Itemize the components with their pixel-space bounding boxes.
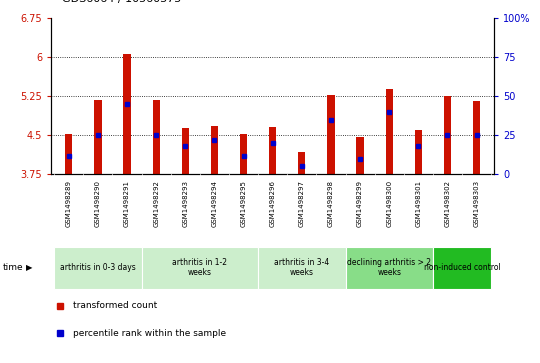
Text: GDS6064 / 10560375: GDS6064 / 10560375 bbox=[62, 0, 181, 4]
Text: GSM1498291: GSM1498291 bbox=[124, 180, 130, 227]
Bar bbox=[444, 96, 451, 174]
Text: arthritis in 0-3 days: arthritis in 0-3 days bbox=[60, 263, 136, 272]
Text: GSM1498302: GSM1498302 bbox=[444, 180, 450, 227]
Bar bbox=[433, 247, 491, 289]
Bar bbox=[240, 134, 247, 174]
Text: GSM1498296: GSM1498296 bbox=[269, 180, 276, 227]
Bar bbox=[298, 152, 306, 174]
Bar bbox=[356, 137, 364, 174]
Bar bbox=[94, 100, 102, 174]
Text: non-induced control: non-induced control bbox=[424, 263, 501, 272]
Bar bbox=[386, 89, 393, 174]
Bar bbox=[327, 95, 335, 174]
Bar bbox=[124, 53, 131, 174]
Bar bbox=[141, 247, 258, 289]
Text: arthritis in 3-4
weeks: arthritis in 3-4 weeks bbox=[274, 258, 329, 277]
Text: ▶: ▶ bbox=[26, 263, 32, 272]
Bar bbox=[415, 130, 422, 174]
Bar bbox=[152, 100, 160, 174]
Text: arthritis in 1-2
weeks: arthritis in 1-2 weeks bbox=[172, 258, 227, 277]
Bar bbox=[346, 247, 433, 289]
Bar bbox=[473, 101, 480, 174]
Text: GSM1498299: GSM1498299 bbox=[357, 180, 363, 227]
Text: GSM1498289: GSM1498289 bbox=[66, 180, 72, 227]
Bar bbox=[269, 127, 276, 174]
Text: percentile rank within the sample: percentile rank within the sample bbox=[73, 329, 227, 338]
Text: GSM1498295: GSM1498295 bbox=[240, 180, 247, 227]
Text: GSM1498292: GSM1498292 bbox=[153, 180, 159, 227]
Text: GSM1498303: GSM1498303 bbox=[474, 180, 480, 227]
Bar bbox=[181, 129, 189, 174]
Text: transformed count: transformed count bbox=[73, 301, 158, 310]
Text: GSM1498301: GSM1498301 bbox=[415, 180, 421, 227]
Text: GSM1498290: GSM1498290 bbox=[95, 180, 101, 227]
Text: declining arthritis > 2
weeks: declining arthritis > 2 weeks bbox=[347, 258, 431, 277]
Text: GSM1498294: GSM1498294 bbox=[212, 180, 218, 227]
Text: GSM1498293: GSM1498293 bbox=[183, 180, 188, 227]
Bar bbox=[54, 247, 141, 289]
Text: GSM1498297: GSM1498297 bbox=[299, 180, 305, 227]
Bar bbox=[211, 126, 218, 174]
Text: GSM1498298: GSM1498298 bbox=[328, 180, 334, 227]
Text: GSM1498300: GSM1498300 bbox=[386, 180, 392, 227]
Text: time: time bbox=[3, 263, 23, 272]
Bar bbox=[65, 134, 72, 174]
Bar bbox=[258, 247, 346, 289]
